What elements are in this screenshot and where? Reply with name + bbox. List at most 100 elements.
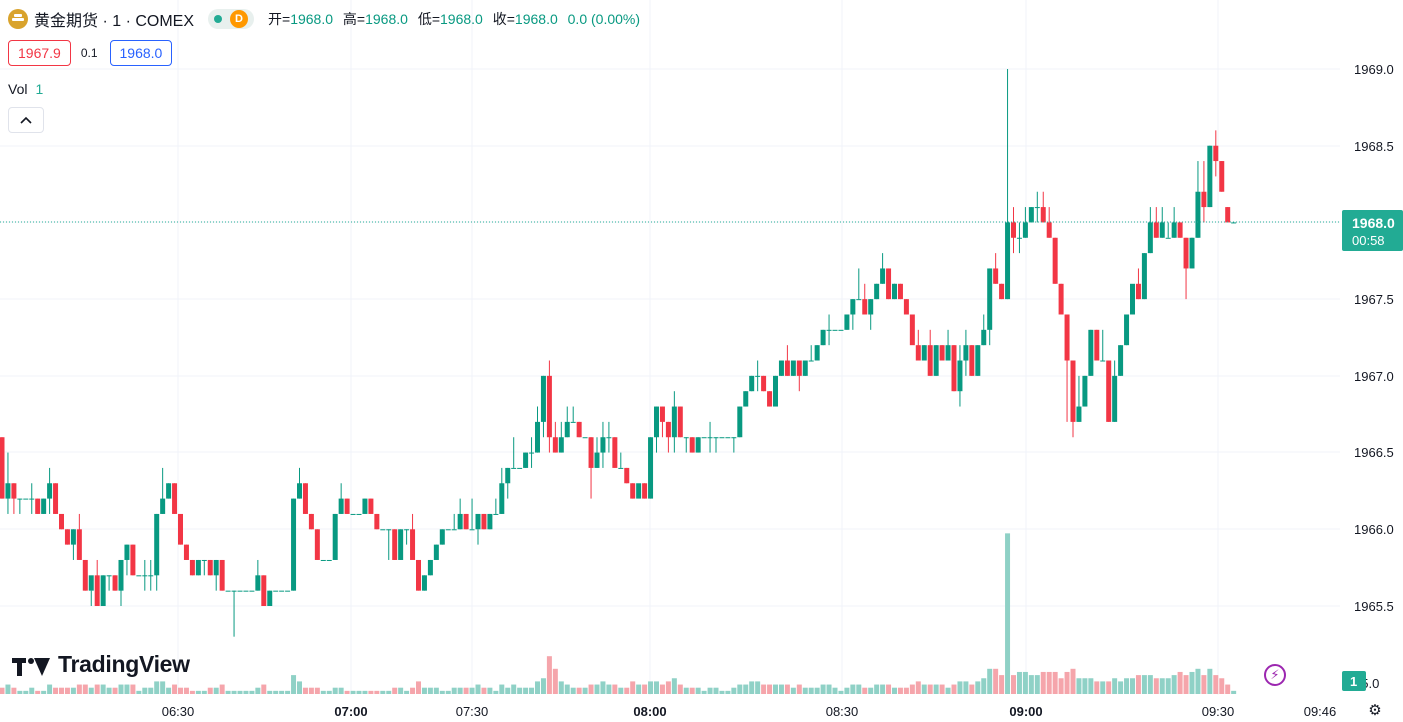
volume-bar	[761, 684, 767, 694]
volume-bar	[142, 687, 148, 694]
collapse-legend-button[interactable]	[8, 107, 44, 133]
candle-body	[963, 345, 969, 361]
candle-body	[915, 345, 921, 361]
candle-body	[1100, 360, 1106, 362]
volume-bar	[957, 681, 963, 694]
y-tick-label: 1966.5	[1354, 445, 1394, 460]
volume-bar	[523, 687, 529, 694]
volume-bar	[624, 687, 630, 694]
volume-bar	[582, 687, 588, 694]
volume-bar	[231, 690, 237, 694]
candle-body	[94, 575, 100, 606]
buy-price-button[interactable]: 1968.0	[109, 40, 173, 66]
candle-body	[1165, 237, 1171, 239]
volume-bar	[410, 687, 416, 694]
high-value: 1968.0	[365, 11, 408, 27]
volume-bar	[11, 687, 17, 694]
candle-body	[796, 360, 802, 376]
volume-bar	[0, 687, 5, 694]
candle-body	[802, 360, 808, 376]
candle-body	[160, 498, 166, 514]
volume-bar	[416, 681, 421, 694]
candle-body	[362, 498, 368, 514]
volume-bar	[1005, 533, 1011, 694]
volume-legend[interactable]: Vol 1	[8, 81, 43, 97]
candle-body	[183, 544, 189, 560]
volume-bar	[285, 690, 291, 694]
candle-body	[130, 544, 136, 576]
candle-body	[600, 437, 606, 453]
volume-bar	[469, 687, 475, 694]
volume-bar	[160, 681, 166, 694]
volume-legend-value: 1	[35, 81, 44, 97]
candle-body	[392, 529, 398, 560]
candle-body	[564, 421, 570, 438]
symbol-title[interactable]: 黄金期货 · 1 · COMEX	[34, 13, 195, 30]
candle-body	[1171, 222, 1177, 238]
candle-body	[778, 360, 784, 376]
volume-bar	[445, 690, 451, 694]
candle-body	[945, 345, 951, 361]
volume-bar	[70, 687, 76, 694]
volume-bar	[1177, 671, 1183, 694]
candle-body	[142, 575, 148, 577]
candle-body	[683, 437, 689, 439]
change-value: 0.0 (0.00%)	[567, 11, 641, 27]
volume-bar	[219, 684, 225, 694]
tradingview-logo[interactable]: TradingView	[12, 651, 190, 678]
candle-body	[939, 345, 945, 361]
candle-body	[267, 590, 273, 606]
candle-body	[850, 299, 856, 315]
candle-body	[1064, 314, 1070, 361]
volume-bar	[1076, 678, 1082, 694]
candle-body	[1195, 191, 1201, 238]
lightning-icon[interactable]: ⚡	[1264, 664, 1286, 686]
settings-gear-icon[interactable]: ⚙	[1368, 702, 1382, 719]
candle-body	[213, 559, 219, 576]
candle-body	[326, 559, 332, 561]
candle-body	[957, 360, 963, 392]
volume-bar	[237, 690, 243, 694]
candle-body	[172, 483, 178, 514]
candle-body	[297, 483, 302, 499]
volume-bar	[695, 687, 701, 694]
candle-body	[457, 513, 463, 530]
candle-body	[1153, 222, 1159, 238]
price-axis[interactable]: 1969.0 1968.5 1968.0 1967.5 1967.0 1966.5 1966…	[1354, 62, 1394, 691]
candle-body	[1088, 329, 1094, 376]
candle-body	[1034, 207, 1040, 209]
x-tick-label: 08:00	[633, 704, 666, 719]
volume-bar	[82, 684, 88, 694]
volume-bar	[981, 678, 987, 694]
volume-bar	[499, 684, 505, 694]
volume-bar	[1016, 671, 1022, 694]
candle-body	[862, 299, 868, 315]
volume-bar	[850, 684, 856, 694]
candle-body	[713, 437, 719, 439]
time-axis[interactable]: 06:30 07:00 07:30 08:00 08:30 09:00 09:30 09:46	[162, 704, 1337, 719]
volume-bar	[939, 684, 945, 694]
volume-bar	[189, 690, 195, 694]
volume-bar	[612, 684, 618, 694]
volume-bar	[773, 684, 778, 694]
candle-body	[356, 513, 362, 515]
candle-body	[707, 437, 713, 439]
sell-price-button[interactable]: 1967.9	[8, 40, 71, 66]
candle-body	[421, 575, 427, 591]
candle-body	[82, 559, 88, 591]
candle-body	[416, 559, 421, 591]
volume-bars	[0, 533, 1237, 694]
volume-bar	[172, 684, 178, 694]
volume-bar	[1064, 671, 1070, 694]
candle-body	[903, 299, 909, 315]
gold-bars-icon[interactable]	[8, 9, 28, 29]
candle-body	[374, 513, 380, 530]
candle-body	[535, 421, 540, 453]
volume-bar	[1219, 678, 1225, 694]
candle-body	[88, 575, 94, 591]
market-status-badge[interactable]: D	[208, 9, 255, 29]
candle-body	[856, 299, 862, 301]
volume-bar	[94, 684, 100, 694]
candle-body	[344, 498, 350, 514]
